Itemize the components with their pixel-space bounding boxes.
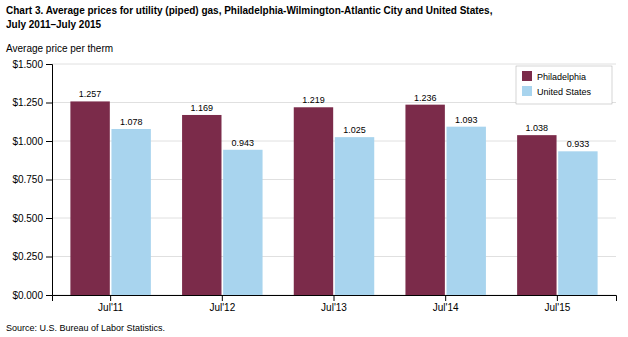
y-tick: $0.250 xyxy=(12,251,52,262)
chart: Chart 3. Average prices for utility (pip… xyxy=(0,0,628,337)
x-tick: Jul'11 xyxy=(98,295,124,313)
data-label: 0.933 xyxy=(567,139,590,149)
y-tick-mark xyxy=(46,257,52,258)
bar xyxy=(335,137,374,295)
y-tick-label: $0.250 xyxy=(12,251,43,262)
grid-line xyxy=(52,64,616,65)
x-tick-mark xyxy=(110,295,111,301)
title: Chart 3. Average prices for utility (pip… xyxy=(6,5,493,16)
x-axis-line xyxy=(53,296,617,302)
y-tick-mark xyxy=(46,141,52,142)
bar xyxy=(223,150,262,295)
bar xyxy=(294,107,333,295)
data-label: 1.025 xyxy=(343,125,366,135)
source: Source: U.S. Bureau of Labor Statistics. xyxy=(6,323,165,333)
x-tick: Jul'15 xyxy=(544,295,570,313)
data-label: 0.943 xyxy=(232,138,255,148)
x-tick-label: Jul'11 xyxy=(98,302,124,313)
legend-swatch xyxy=(522,86,532,96)
y-tick-mark xyxy=(46,218,52,219)
bar xyxy=(558,151,597,295)
legend-frame xyxy=(516,66,612,104)
y-tick: $0.000 xyxy=(12,290,52,301)
legend: Philadelphia United States xyxy=(516,66,612,104)
x-tick: Jul'12 xyxy=(209,295,235,313)
x-tick: Jul'13 xyxy=(321,295,347,313)
legend-label: United States xyxy=(537,87,592,97)
legend-label: Philadelphia xyxy=(537,72,586,82)
y-tick: $1.500 xyxy=(12,59,52,70)
x-tick-label: Jul'15 xyxy=(544,302,570,313)
legend-item: United States xyxy=(522,86,592,97)
x-tick-mark xyxy=(334,295,335,301)
y-tick: $0.500 xyxy=(12,213,52,224)
title: July 2011–July 2015 xyxy=(6,19,102,30)
y-axis-label: Average price per therm xyxy=(6,43,113,54)
bar xyxy=(517,135,556,295)
y-tick-label: $0.000 xyxy=(12,290,43,301)
bar xyxy=(447,127,486,295)
y-tick-label: $0.750 xyxy=(12,174,43,185)
y-tick-label: $0.500 xyxy=(12,213,43,224)
y-axis-line xyxy=(46,65,53,296)
data-label: 1.093 xyxy=(455,115,478,125)
grid xyxy=(52,64,616,295)
x-tick-label: Jul'13 xyxy=(321,302,347,313)
data-label: 1.257 xyxy=(79,89,102,99)
data-label: 1.236 xyxy=(414,93,437,103)
data-label: 1.219 xyxy=(302,95,325,105)
y-tick-mark xyxy=(46,180,52,181)
y-tick: $1.250 xyxy=(12,97,52,108)
x-tick-label: Jul'12 xyxy=(209,302,235,313)
data-label: 1.038 xyxy=(526,123,549,133)
data-labels: 1.257 1.169 1.219 1.236 1.038 1.078 0.943 1.025… xyxy=(79,89,589,149)
legend-item: Philadelphia xyxy=(522,71,586,82)
bar xyxy=(405,105,444,295)
x-tick: Jul'14 xyxy=(433,295,459,313)
y-tick: $1.000 xyxy=(12,136,52,147)
x-tick-mark xyxy=(222,295,223,301)
bar xyxy=(111,129,150,295)
x-tick-mark xyxy=(557,295,558,301)
bar xyxy=(182,115,221,295)
y-tick-label: $1.000 xyxy=(12,136,43,147)
bars xyxy=(70,101,597,295)
y-tick-label: $1.500 xyxy=(12,59,43,70)
y-tick-mark xyxy=(46,64,52,65)
y-tick-label: $1.250 xyxy=(12,97,43,108)
bar xyxy=(70,101,109,295)
x-tick-label: Jul'14 xyxy=(433,302,459,313)
data-label: 1.078 xyxy=(120,117,143,127)
y-axis: $0.000 $0.250 $0.500 $0.750 $1.000 $1.250 $1.5… xyxy=(12,59,52,301)
legend-swatch xyxy=(522,71,532,81)
data-label: 1.169 xyxy=(191,103,214,113)
plot: $0.000 $0.250 $0.500 $0.750 $1.000 $1.250 $1.5… xyxy=(12,59,616,313)
x-tick-mark xyxy=(445,295,446,301)
y-tick-mark xyxy=(46,295,52,296)
x-axis: Jul'11 Jul'12 Jul'13 Jul'14 Jul'15 xyxy=(53,295,617,313)
y-tick-mark xyxy=(46,103,52,104)
y-tick: $0.750 xyxy=(12,174,52,185)
